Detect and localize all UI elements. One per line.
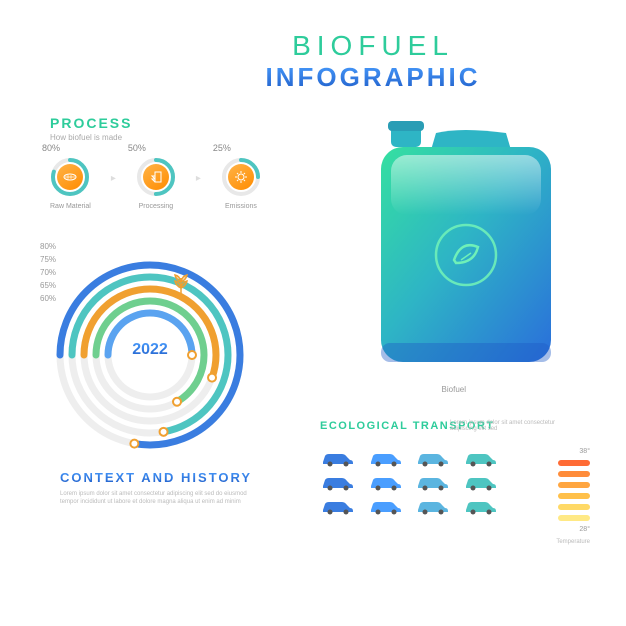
car-icon [415, 474, 451, 492]
step-pct: 80% [42, 143, 60, 153]
step-label: Processing [139, 203, 174, 210]
step-label: Emissions [225, 203, 257, 210]
temp-top: 38° [579, 448, 590, 455]
radial-year: 2022 [132, 341, 168, 359]
car-icon [320, 498, 356, 516]
car-icon [368, 450, 404, 468]
car-icon [463, 474, 499, 492]
car-icon [415, 450, 451, 468]
donut-chart [50, 157, 90, 197]
temperature-bars: 38° 28° Temperature [558, 460, 590, 521]
title-line2: INFOGRAPHIC [100, 62, 626, 93]
process-subtitle: How biofuel is made [50, 133, 330, 142]
temp-bar [558, 482, 590, 488]
car-grid [320, 450, 500, 516]
car-icon [368, 498, 404, 516]
process-step: 50% Processing [136, 157, 176, 210]
temp-bot: 28° [579, 526, 590, 533]
arrow-icon: ▸ [196, 173, 201, 184]
context-title: CONTEXT AND HISTORY [60, 470, 252, 485]
temp-bar [558, 493, 590, 499]
temp-bar [558, 515, 590, 521]
car-icon [415, 498, 451, 516]
process-title: PROCESS [50, 115, 330, 131]
step-pct: 50% [128, 143, 146, 153]
radial-label: 65% [40, 279, 56, 292]
title-line1: BIOFUEL [100, 30, 626, 62]
sun-icon [228, 164, 254, 190]
step-label: Raw Material [50, 203, 91, 210]
radial-chart: 80%75%70%65%60% 2022 [40, 240, 260, 460]
process-step: 80% Raw Material [50, 157, 91, 210]
step-pct: 25% [213, 143, 231, 153]
fuel-canister [366, 115, 566, 375]
temp-bar [558, 460, 590, 466]
radial-label: 80% [40, 240, 56, 253]
radial-label: 70% [40, 266, 56, 279]
donut-chart [136, 157, 176, 197]
radial-label: 75% [40, 253, 56, 266]
arrow-icon: ▸ [111, 173, 116, 184]
ecological-section: ECOLOGICAL TRANSPORT Lorem ipsum dolor s… [320, 420, 580, 516]
car-icon [463, 450, 499, 468]
temp-title: Temperature [556, 539, 590, 545]
car-icon [463, 498, 499, 516]
process-step: 25% Emissions [221, 157, 261, 210]
car-icon [320, 474, 356, 492]
temp-bar [558, 471, 590, 477]
donut-chart [221, 157, 261, 197]
car-icon [320, 450, 356, 468]
factory-icon [143, 164, 169, 190]
canister-label: Biofuel [442, 385, 466, 394]
radial-label: 60% [40, 292, 56, 305]
temp-bar [558, 504, 590, 510]
car-icon [368, 474, 404, 492]
wheat-icon [170, 270, 192, 304]
title-block: BIOFUEL INFOGRAPHIC [100, 30, 626, 93]
process-section: PROCESS How biofuel is made 80% Raw Mate… [50, 115, 330, 210]
eco-body: Lorem ipsum dolor sit amet consectetur a… [450, 420, 570, 432]
corn-icon [57, 164, 83, 190]
context-body: Lorem ipsum dolor sit amet consectetur a… [60, 490, 260, 507]
